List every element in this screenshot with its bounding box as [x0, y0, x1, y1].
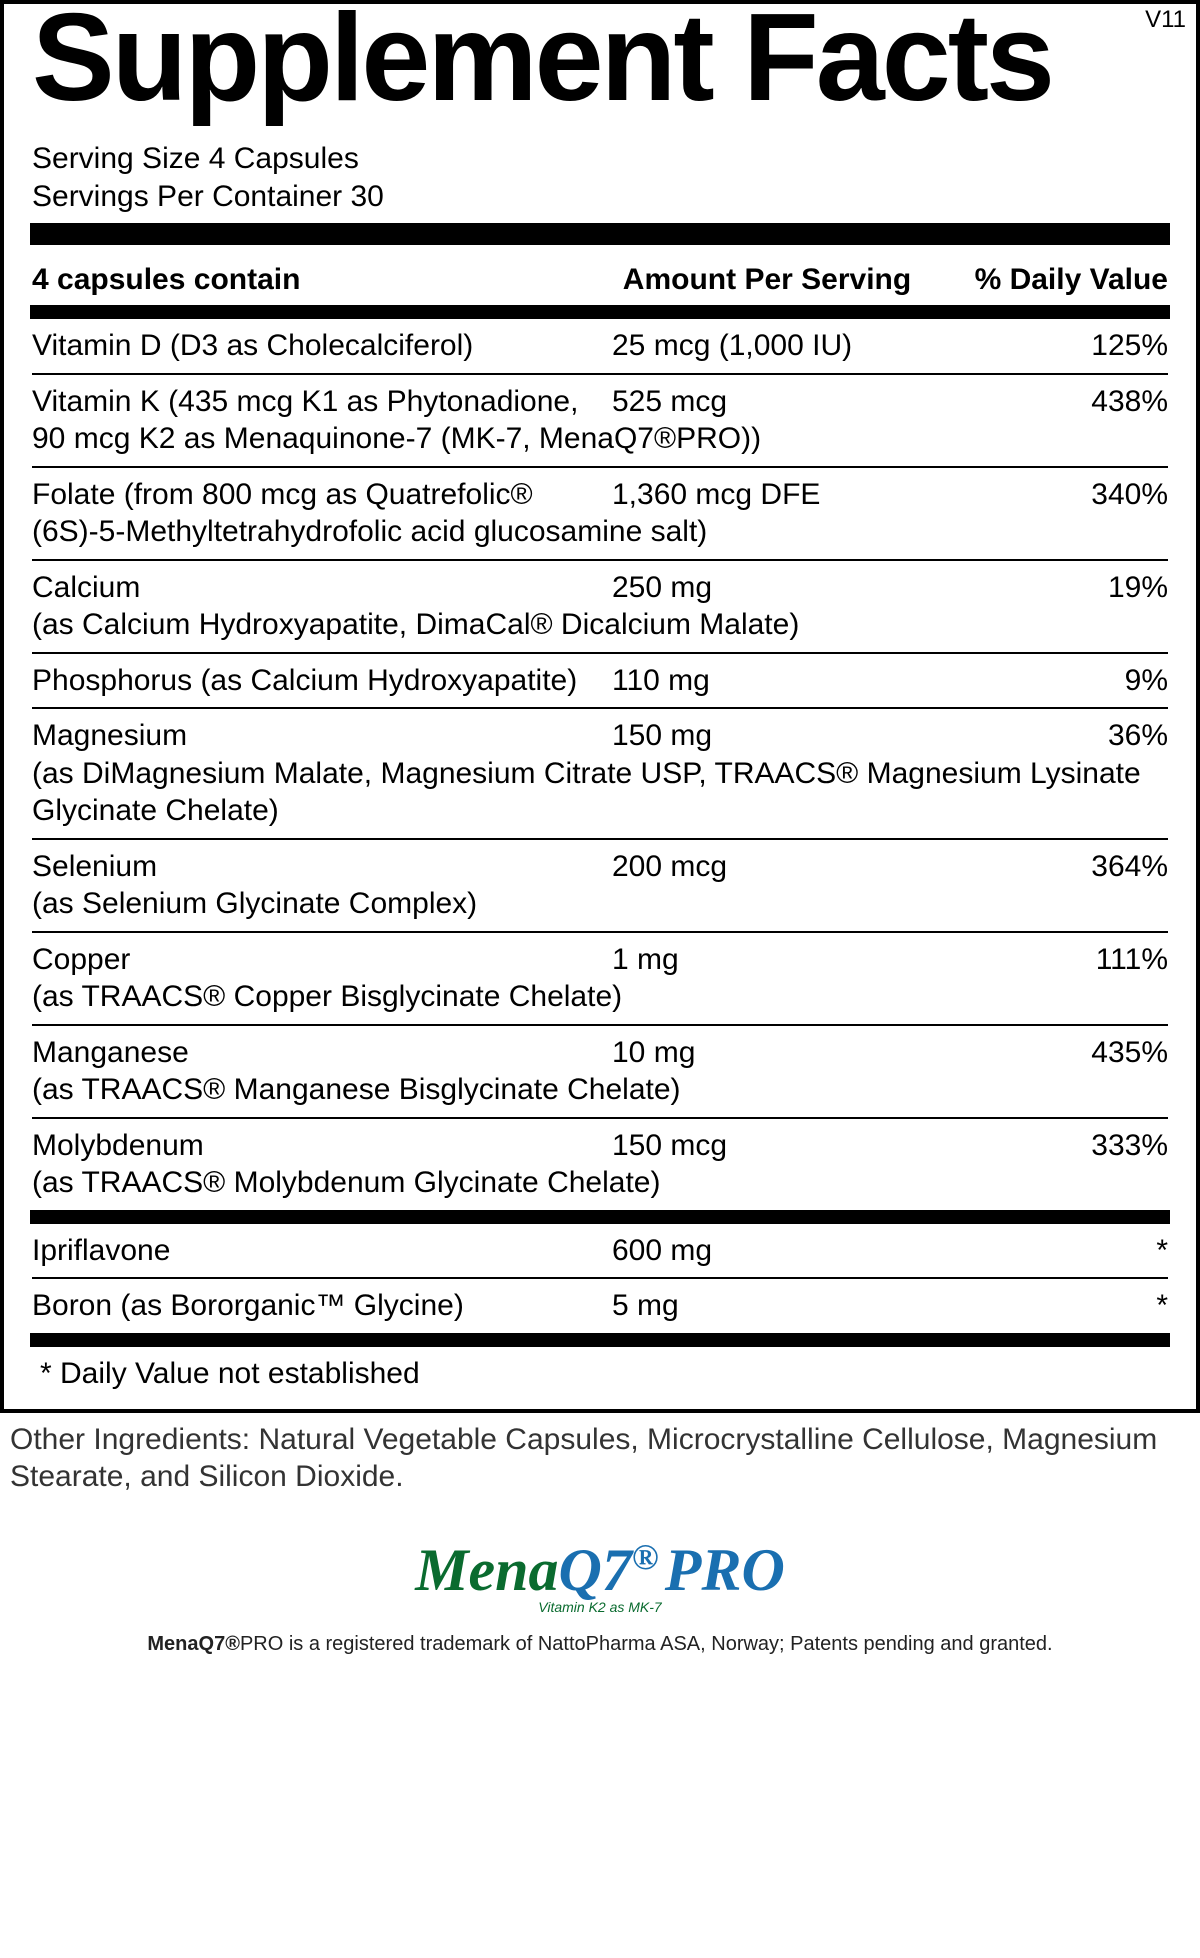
ingredient-amount: 600 mg: [592, 1232, 942, 1270]
serving-size: Serving Size 4 Capsules: [32, 140, 1168, 178]
ingredient-name: Selenium: [32, 848, 592, 886]
ingredient-name: Manganese: [32, 1034, 592, 1072]
ingredient-name: Molybdenum: [32, 1127, 592, 1165]
logo-mena: Mena: [415, 1537, 558, 1603]
ingredient-amount: 5 mg: [592, 1287, 942, 1325]
ingredient-dv: 340%: [942, 476, 1168, 514]
ingredient-dv: 111%: [942, 941, 1168, 979]
ingredient-amount: 150 mg: [592, 717, 942, 755]
ingredient-row: Folate (from 800 mcg as Quatrefolic®1,36…: [32, 468, 1168, 559]
ingredient-dv: 364%: [942, 848, 1168, 886]
ingredient-name: Vitamin D (D3 as Cholecalciferol): [32, 327, 592, 365]
ingredient-row: Ipriflavone600 mg*: [32, 1224, 1168, 1278]
ingredient-row: Magnesium150 mg36%(as DiMagnesium Malate…: [32, 709, 1168, 838]
ingredient-amount: 1,360 mcg DFE: [592, 476, 942, 514]
header-contain: 4 capsules contain: [32, 263, 592, 297]
ingredient-dv: 438%: [942, 383, 1168, 421]
ingredient-rows-main: Vitamin D (D3 as Cholecalciferol)25 mcg …: [32, 319, 1168, 1210]
ingredient-sub: (as DiMagnesium Malate, Magnesium Citrat…: [32, 755, 1168, 830]
ingredient-sub: (as TRAACS® Manganese Bisglycinate Chela…: [32, 1071, 1168, 1109]
divider-medium: [30, 1210, 1170, 1224]
brand-logo: MenaQ7®PRO Vitamin K2 as MK-7: [0, 1536, 1200, 1615]
version-label: V11: [1145, 6, 1186, 34]
ingredient-name: Magnesium: [32, 717, 592, 755]
ingredient-name: Calcium: [32, 569, 592, 607]
ingredient-dv: *: [942, 1287, 1168, 1325]
ingredient-dv: 333%: [942, 1127, 1168, 1165]
ingredient-name: Ipriflavone: [32, 1232, 592, 1270]
ingredient-row: Phosphorus (as Calcium Hydroxyapatite)11…: [32, 654, 1168, 708]
logo-pro: PRO: [665, 1537, 785, 1603]
divider-medium: [30, 305, 1170, 319]
ingredient-amount: 1 mg: [592, 941, 942, 979]
ingredient-row: Vitamin D (D3 as Cholecalciferol)25 mcg …: [32, 319, 1168, 373]
ingredient-name: Copper: [32, 941, 592, 979]
other-ingredients: Other Ingredients: Natural Vegetable Cap…: [0, 1413, 1200, 1496]
ingredient-name: Vitamin K (435 mcg K1 as Phytonadione,: [32, 383, 592, 421]
ingredient-sub: (as TRAACS® Copper Bisglycinate Chelate): [32, 978, 1168, 1016]
ingredient-row: Calcium250 mg19%(as Calcium Hydroxyapati…: [32, 561, 1168, 652]
servings-per-container: Servings Per Container 30: [32, 178, 1168, 216]
divider-medium: [30, 1333, 1170, 1347]
ingredient-name: Folate (from 800 mcg as Quatrefolic®: [32, 476, 592, 514]
ingredient-amount: 200 mcg: [592, 848, 942, 886]
ingredient-row: Boron (as Bororganic™ Glycine)5 mg*: [32, 1279, 1168, 1333]
ingredient-dv: 435%: [942, 1034, 1168, 1072]
header-dv: % Daily Value: [942, 263, 1168, 297]
ingredient-dv: 9%: [942, 662, 1168, 700]
ingredient-dv: 19%: [942, 569, 1168, 607]
ingredient-dv: 36%: [942, 717, 1168, 755]
ingredient-sub: (as Calcium Hydroxyapatite, DimaCal® Dic…: [32, 606, 1168, 644]
ingredient-amount: 525 mcg: [592, 383, 942, 421]
ingredient-sub: (as TRAACS® Molybdenum Glycinate Chelate…: [32, 1164, 1168, 1202]
ingredient-dv: 125%: [942, 327, 1168, 365]
divider-thick: [30, 223, 1170, 245]
supplement-facts-panel: V11 Supplement Facts Serving Size 4 Caps…: [0, 0, 1200, 1413]
trademark-notice: MenaQ7®PRO is a registered trademark of …: [0, 1633, 1200, 1656]
ingredient-amount: 250 mg: [592, 569, 942, 607]
ingredient-row: Manganese10 mg435%(as TRAACS® Manganese …: [32, 1026, 1168, 1117]
ingredient-row: Molybdenum150 mcg333%(as TRAACS® Molybde…: [32, 1119, 1168, 1210]
header-amount: Amount Per Serving: [592, 263, 942, 297]
ingredient-row: Copper1 mg111%(as TRAACS® Copper Bisglyc…: [32, 933, 1168, 1024]
ingredient-rows-secondary: Ipriflavone600 mg*Boron (as Bororganic™ …: [32, 1224, 1168, 1333]
ingredient-sub: (as Selenium Glycinate Complex): [32, 885, 1168, 923]
ingredient-amount: 110 mg: [592, 662, 942, 700]
trademark-brand: MenaQ7®: [147, 1633, 240, 1655]
ingredient-name: Phosphorus (as Calcium Hydroxyapatite): [32, 662, 592, 700]
ingredient-row: Vitamin K (435 mcg K1 as Phytonadione,52…: [32, 375, 1168, 466]
ingredient-sub: (6S)-5-Methyltetrahydrofolic acid glucos…: [32, 513, 1168, 551]
dv-footnote: * Daily Value not established: [32, 1347, 1168, 1397]
ingredient-dv: *: [942, 1232, 1168, 1270]
logo-subtitle: Vitamin K2 as MK-7: [0, 1599, 1200, 1615]
table-header: 4 capsules contain Amount Per Serving % …: [32, 245, 1168, 305]
ingredient-name: Boron (as Bororganic™ Glycine): [32, 1287, 592, 1325]
ingredient-amount: 25 mcg (1,000 IU): [592, 327, 942, 365]
ingredient-amount: 10 mg: [592, 1034, 942, 1072]
serving-info: Serving Size 4 Capsules Servings Per Con…: [32, 140, 1168, 215]
ingredient-sub: 90 mcg K2 as Menaquinone-7 (MK-7, MenaQ7…: [32, 420, 1168, 458]
ingredient-row: Selenium200 mcg364%(as Selenium Glycinat…: [32, 840, 1168, 931]
trademark-text: PRO is a registered trademark of NattoPh…: [240, 1633, 1053, 1655]
panel-title: Supplement Facts: [32, 0, 1168, 120]
ingredient-amount: 150 mcg: [592, 1127, 942, 1165]
logo-q7: Q7: [559, 1537, 632, 1603]
